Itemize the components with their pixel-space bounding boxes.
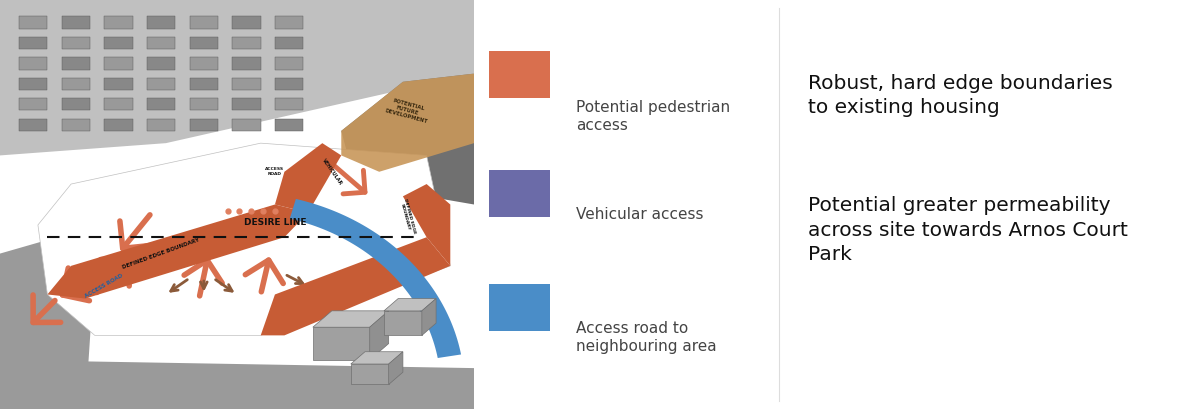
Polygon shape [61, 37, 90, 49]
Polygon shape [190, 57, 218, 70]
Polygon shape [61, 78, 90, 90]
Polygon shape [233, 98, 260, 110]
Polygon shape [341, 74, 474, 204]
Polygon shape [190, 119, 218, 131]
FancyBboxPatch shape [488, 284, 551, 331]
Polygon shape [275, 143, 341, 213]
Polygon shape [61, 16, 90, 29]
Polygon shape [275, 119, 304, 131]
Polygon shape [61, 98, 90, 110]
Text: Potential pedestrian
access: Potential pedestrian access [576, 100, 730, 133]
Polygon shape [233, 16, 260, 29]
Polygon shape [403, 184, 450, 266]
Polygon shape [233, 57, 260, 70]
Polygon shape [19, 98, 48, 110]
Polygon shape [190, 37, 218, 49]
Polygon shape [190, 16, 218, 29]
Text: ACCESS ROAD: ACCESS ROAD [84, 273, 125, 299]
Polygon shape [61, 119, 90, 131]
Polygon shape [233, 119, 260, 131]
Polygon shape [384, 311, 422, 335]
Polygon shape [350, 364, 389, 384]
Polygon shape [289, 199, 461, 358]
Polygon shape [38, 143, 450, 335]
Polygon shape [146, 78, 175, 90]
Text: DEFINED EDGE BOUNDARY: DEFINED EDGE BOUNDARY [122, 237, 200, 270]
Polygon shape [146, 57, 175, 70]
Text: ACCESS
ROAD: ACCESS ROAD [265, 167, 284, 176]
Polygon shape [104, 57, 133, 70]
Polygon shape [19, 119, 48, 131]
Polygon shape [350, 352, 403, 364]
Polygon shape [275, 98, 304, 110]
Polygon shape [370, 311, 389, 360]
Text: Access road to
neighbouring area: Access road to neighbouring area [576, 321, 716, 354]
Polygon shape [0, 237, 95, 409]
Polygon shape [146, 16, 175, 29]
Text: VEHICULAR: VEHICULAR [320, 157, 343, 186]
Polygon shape [190, 98, 218, 110]
Polygon shape [19, 78, 48, 90]
Text: POTENTIAL
FUTURE
DEVELOPMENT: POTENTIAL FUTURE DEVELOPMENT [384, 97, 431, 124]
Polygon shape [233, 78, 260, 90]
Polygon shape [19, 16, 48, 29]
Polygon shape [146, 98, 175, 110]
Text: Vehicular access: Vehicular access [576, 207, 703, 222]
Polygon shape [389, 352, 403, 384]
Text: Potential greater permeability
across site towards Arnos Court
Park: Potential greater permeability across si… [808, 196, 1128, 264]
Polygon shape [313, 311, 389, 327]
Polygon shape [275, 57, 304, 70]
Polygon shape [313, 327, 370, 360]
Polygon shape [275, 16, 304, 29]
Text: DEFINED EDGE
BOUNDARY: DEFINED EDGE BOUNDARY [398, 198, 416, 235]
Polygon shape [104, 37, 133, 49]
Text: Robust, hard edge boundaries
to existing housing: Robust, hard edge boundaries to existing… [808, 74, 1112, 117]
Polygon shape [19, 37, 48, 49]
FancyBboxPatch shape [488, 170, 551, 217]
Polygon shape [384, 299, 436, 311]
Polygon shape [0, 0, 474, 155]
Polygon shape [341, 74, 474, 172]
FancyBboxPatch shape [488, 51, 551, 98]
Text: DESIRE LINE: DESIRE LINE [244, 218, 306, 227]
Polygon shape [260, 237, 450, 335]
Polygon shape [48, 204, 308, 299]
Polygon shape [61, 57, 90, 70]
Polygon shape [275, 37, 304, 49]
Polygon shape [275, 78, 304, 90]
Polygon shape [146, 37, 175, 49]
Polygon shape [422, 299, 436, 335]
Polygon shape [104, 119, 133, 131]
Polygon shape [0, 360, 474, 409]
Polygon shape [233, 37, 260, 49]
Polygon shape [104, 16, 133, 29]
Polygon shape [146, 119, 175, 131]
Polygon shape [104, 78, 133, 90]
Polygon shape [19, 57, 48, 70]
Polygon shape [190, 78, 218, 90]
Polygon shape [104, 98, 133, 110]
